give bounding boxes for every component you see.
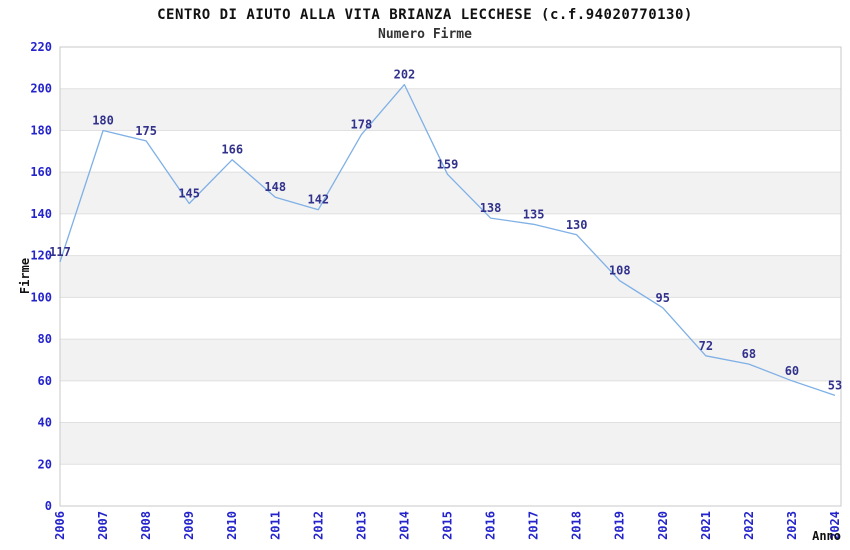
x-tick-label: 2016 — [484, 511, 498, 540]
data-label: 72 — [699, 339, 713, 353]
data-label: 53 — [828, 378, 842, 392]
y-tick-label: 120 — [30, 249, 52, 263]
data-label: 166 — [221, 143, 243, 157]
y-tick-label: 0 — [45, 499, 52, 513]
x-tick-label: 2008 — [139, 511, 153, 540]
data-label: 95 — [656, 291, 670, 305]
data-label: 148 — [264, 180, 286, 194]
grid-band — [60, 255, 841, 298]
y-tick-label: 80 — [38, 332, 52, 346]
y-axis-title: Firme — [18, 257, 32, 295]
chart-subtitle: Numero Firme — [378, 27, 472, 42]
x-tick-label: 2009 — [182, 511, 196, 540]
data-label: 180 — [92, 113, 114, 127]
x-axis-title: Anno — [812, 529, 841, 543]
y-tick-label: 140 — [30, 207, 52, 221]
x-tick-label: 2019 — [613, 511, 627, 540]
grid-band — [60, 172, 841, 214]
y-tick-label: 160 — [30, 165, 52, 179]
x-tick-label: 2024 — [828, 511, 842, 540]
x-tick-label: 2022 — [742, 511, 756, 540]
y-tick-label: 180 — [30, 123, 52, 137]
data-label: 175 — [135, 124, 157, 138]
data-label: 202 — [394, 68, 416, 82]
data-label: 135 — [523, 207, 545, 221]
y-tick-label: 200 — [30, 82, 52, 96]
x-tick-label: 2015 — [441, 511, 455, 540]
grid-band — [60, 422, 841, 465]
data-label: 159 — [437, 157, 459, 171]
x-tick-label: 2017 — [527, 511, 541, 540]
y-tick-label: 20 — [38, 457, 52, 471]
x-tick-label: 2007 — [96, 511, 110, 540]
data-line — [59, 83, 836, 397]
x-tick-label: 2014 — [397, 511, 411, 540]
x-tick-label: 2010 — [225, 511, 239, 540]
x-tick-label: 2023 — [785, 511, 799, 540]
y-tick-label: 40 — [38, 416, 52, 430]
plot-border — [59, 46, 842, 507]
x-tick-label: 2018 — [570, 511, 584, 540]
x-tick-label: 2021 — [699, 511, 713, 540]
x-tick-label: 2011 — [268, 511, 282, 540]
data-label: 138 — [480, 201, 502, 215]
y-tick-label: 100 — [30, 290, 52, 304]
x-tick-label: 2012 — [311, 511, 325, 540]
data-label: 60 — [785, 364, 799, 378]
data-label: 108 — [609, 264, 631, 278]
x-tick-label: 2013 — [354, 511, 368, 540]
x-tick-label: 2006 — [53, 511, 67, 540]
chart-title: CENTRO DI AIUTO ALLA VITA BRIANZA LECCHE… — [157, 7, 693, 23]
data-label: 142 — [307, 193, 329, 207]
data-label: 68 — [742, 347, 756, 361]
y-tick-label: 60 — [38, 374, 52, 388]
data-label: 178 — [351, 118, 373, 132]
y-tick-label: 220 — [30, 40, 52, 54]
data-label: 145 — [178, 186, 200, 200]
data-label: 130 — [566, 218, 588, 232]
grid-band — [60, 339, 841, 381]
data-label: 117 — [49, 245, 71, 259]
grid-band — [60, 88, 841, 131]
x-tick-label: 2020 — [656, 511, 670, 540]
